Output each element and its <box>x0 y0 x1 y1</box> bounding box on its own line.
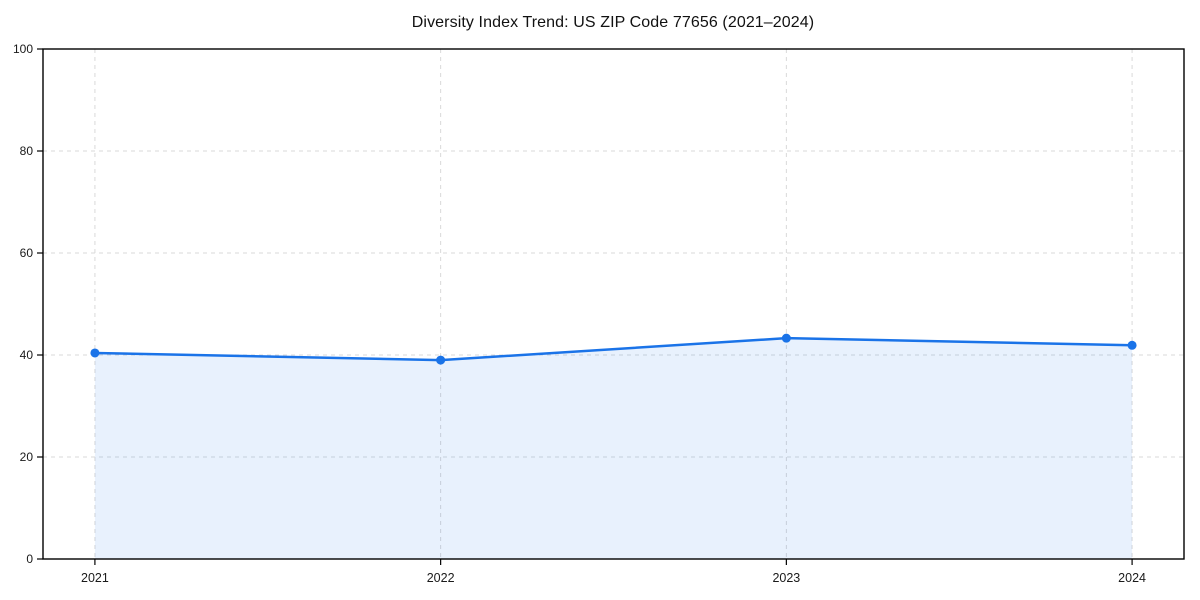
y-tick-label: 100 <box>13 42 33 56</box>
plot-frame <box>42 48 1185 560</box>
y-tick-label: 60 <box>20 246 34 260</box>
area-fill <box>94 338 1133 559</box>
x-tick-label: 2023 <box>772 571 800 585</box>
data-point-2022 <box>436 355 446 365</box>
trend-line <box>93 336 1134 362</box>
y-tick-label: 20 <box>20 450 34 464</box>
y-tick-label: 0 <box>26 552 33 566</box>
data-point-2023 <box>781 333 791 343</box>
x-tick-label: 2022 <box>427 571 455 585</box>
x-tick-label: 2021 <box>81 571 109 585</box>
data-point-2021 <box>90 348 100 358</box>
x-tick-label: 2024 <box>1118 571 1146 585</box>
data-point-2024 <box>1127 340 1137 350</box>
y-tick-label: 80 <box>20 144 34 158</box>
y-tick-label: 40 <box>20 348 34 362</box>
chart-title: Diversity Index Trend: US ZIP Code 77656… <box>411 14 815 31</box>
